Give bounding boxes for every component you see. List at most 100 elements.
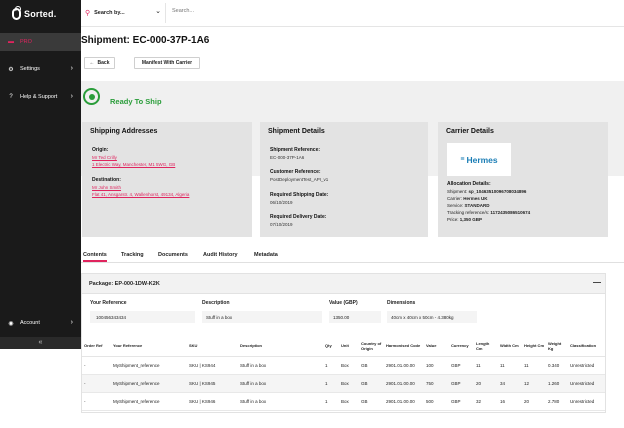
column-header: Height Cm	[522, 336, 546, 357]
tab-audit-history[interactable]: Audit History	[203, 252, 238, 258]
customer-reference-label: Customer Reference:	[270, 169, 321, 175]
origin-label: Origin:	[92, 147, 109, 153]
sidebar-item-label: Account	[20, 320, 40, 326]
back-button[interactable]: ← Back	[84, 57, 115, 69]
table-cell: 500	[424, 392, 449, 411]
arrow-left-icon: ←	[89, 60, 95, 66]
allocation-service-label: Service:	[447, 203, 464, 208]
table-cell: 1	[323, 356, 339, 375]
table-cell: 34	[498, 374, 522, 393]
table-cell: 0.340	[546, 356, 568, 375]
table-cell: 32	[474, 392, 498, 411]
table-cell: GB	[359, 356, 384, 375]
package-title: Package: EP-000-1DW-K2K	[89, 281, 160, 287]
table-cell: 11	[498, 356, 522, 375]
tab-contents[interactable]: Contents	[83, 252, 107, 262]
sidebar-item-account[interactable]: ◉ Account ›	[0, 314, 81, 332]
origin-name-link[interactable]: Mr Ted Crilly	[92, 155, 117, 160]
table-cell: Stuff in a box	[238, 392, 323, 411]
table-cell: GBP	[449, 374, 474, 393]
allocation-shipment-label: Shipment:	[447, 189, 468, 194]
destination-name-link[interactable]: Mr John Smith	[92, 185, 122, 190]
allocation-service: Service: STANDARD	[447, 203, 489, 208]
shipping-addresses-card: Shipping Addresses Origin: Mr Ted Crilly…	[82, 122, 252, 237]
table-row[interactable]: - MyShipment_reference SKU | KS944 Stuff in…	[82, 356, 605, 375]
table-cell: Stuff in a box	[238, 374, 323, 393]
table-row[interactable]: - MyShipment_reference SKU | KS945 Stuff in…	[82, 374, 605, 393]
sorted-logo-icon	[12, 6, 21, 20]
table-cell: 750	[424, 374, 449, 393]
column-header: Your Reference	[111, 336, 187, 357]
allocation-tracking-label: Tracking reference/s:	[447, 210, 490, 215]
table-cell: 2901.01.00.00	[384, 356, 424, 375]
dimensions-field: 40cm x 40cm x 50cm - 4.380kg	[387, 311, 477, 323]
value-label: Value (GBP)	[329, 300, 358, 306]
collapse-sidebar-button[interactable]: «	[0, 337, 81, 349]
gear-icon: ⚙	[8, 66, 14, 73]
help-icon: ?	[9, 94, 13, 100]
card-title: Shipment Details	[268, 128, 325, 135]
table-cell: -	[82, 356, 111, 375]
table-cell: Unrestricted	[568, 374, 605, 393]
tab-metadata[interactable]: Metadata	[254, 252, 278, 258]
description-field: Stuff in a box	[202, 311, 322, 323]
column-header: Width Cm	[498, 336, 522, 357]
origin-address-link[interactable]: 1 Electric Way, Manchester, M1 5WG, GB	[92, 162, 176, 167]
table-cell: Unrestricted	[568, 356, 605, 375]
tab-tracking[interactable]: Tracking	[121, 252, 144, 258]
search-icon: ⚲	[85, 10, 91, 17]
table-cell: 11	[522, 356, 546, 375]
shipment-reference-value: EC-000-37P-1A6	[270, 155, 305, 160]
sidebar-item-settings[interactable]: ⚙ Settings ›	[0, 60, 81, 78]
allocation-carrier: Carrier: Hermes UK	[447, 196, 488, 201]
table-cell: 1.260	[546, 374, 568, 393]
search-input[interactable]	[172, 8, 372, 14]
destination-address-link[interactable]: Flat 41, Ansgarstr. 4, Wallenhorst, 4913…	[92, 192, 190, 197]
status-circle-icon	[83, 88, 100, 105]
status-label: Ready To Ship	[110, 97, 162, 106]
table-cell: Box	[339, 356, 359, 375]
column-header: Qty	[323, 336, 339, 357]
allocation-tracking: Tracking reference/s: 1172435086510674	[447, 210, 530, 215]
sidebar-item-help[interactable]: ? Help & Support ›	[0, 88, 81, 106]
column-header: Value	[424, 336, 449, 357]
manifest-with-carrier-button[interactable]: Manifest With Carrier	[134, 57, 200, 69]
table-cell: 1	[323, 374, 339, 393]
allocation-tracking-value: 1172435086510674	[490, 210, 531, 215]
table-cell: GB	[359, 374, 384, 393]
your-reference-field: 100456343434	[90, 311, 195, 323]
table-cell: 2901.01.00.00	[384, 392, 424, 411]
shipping-date-label: Required Shipping Date:	[270, 192, 329, 198]
chevron-right-icon: ›	[70, 65, 73, 72]
table-cell: 1	[323, 392, 339, 411]
dimensions-label: Dimensions	[387, 300, 416, 306]
table-cell: GBP	[449, 392, 474, 411]
hermes-logo-text: Hermes	[466, 154, 498, 165]
table-cell: GB	[359, 392, 384, 411]
sidebar-item-label: PRO	[20, 39, 32, 45]
allocation-price-label: Price:	[447, 217, 459, 222]
package-header[interactable]: Package: EP-000-1DW-K2K —	[82, 274, 605, 294]
search-by-dropdown[interactable]: ⚲ Search by... ⌄	[81, 3, 166, 23]
table-cell: -	[82, 392, 111, 411]
sidebar-item-label: Help & Support	[20, 94, 58, 100]
allocation-price-value: 1,350 GBP	[459, 217, 483, 222]
sidebar-item-label: Settings	[20, 66, 40, 72]
chevron-right-icon: ›	[70, 93, 73, 100]
sorted-logo[interactable]: Sorted.	[12, 6, 56, 20]
table-cell: MyShipment_reference	[111, 392, 187, 411]
search-by-label: Search by...	[94, 10, 125, 16]
sidebar-item-pro[interactable]: ▬ PRO	[0, 33, 81, 51]
table-cell: MyShipment_reference	[111, 356, 187, 375]
top-bar: ⚲ Search by... ⌄	[81, 0, 624, 27]
delivery-date-value: 07/10/2019	[270, 222, 293, 227]
table-cell: Unrestricted	[568, 392, 605, 411]
main-content: Shipment: EC-000-37P-1A6 ← Back Manifest…	[81, 27, 624, 428]
allocation-shipment-value: sp_10463510096708034896	[468, 189, 527, 194]
tab-documents[interactable]: Documents	[158, 252, 188, 258]
column-header: Length Cm	[474, 336, 498, 357]
column-header: Currency	[449, 336, 474, 357]
table-cell: -	[82, 374, 111, 393]
table-row[interactable]: - MyShipment_reference SKU | KS946 Stuff in…	[82, 392, 605, 411]
collapse-package-button[interactable]: —	[593, 278, 601, 287]
